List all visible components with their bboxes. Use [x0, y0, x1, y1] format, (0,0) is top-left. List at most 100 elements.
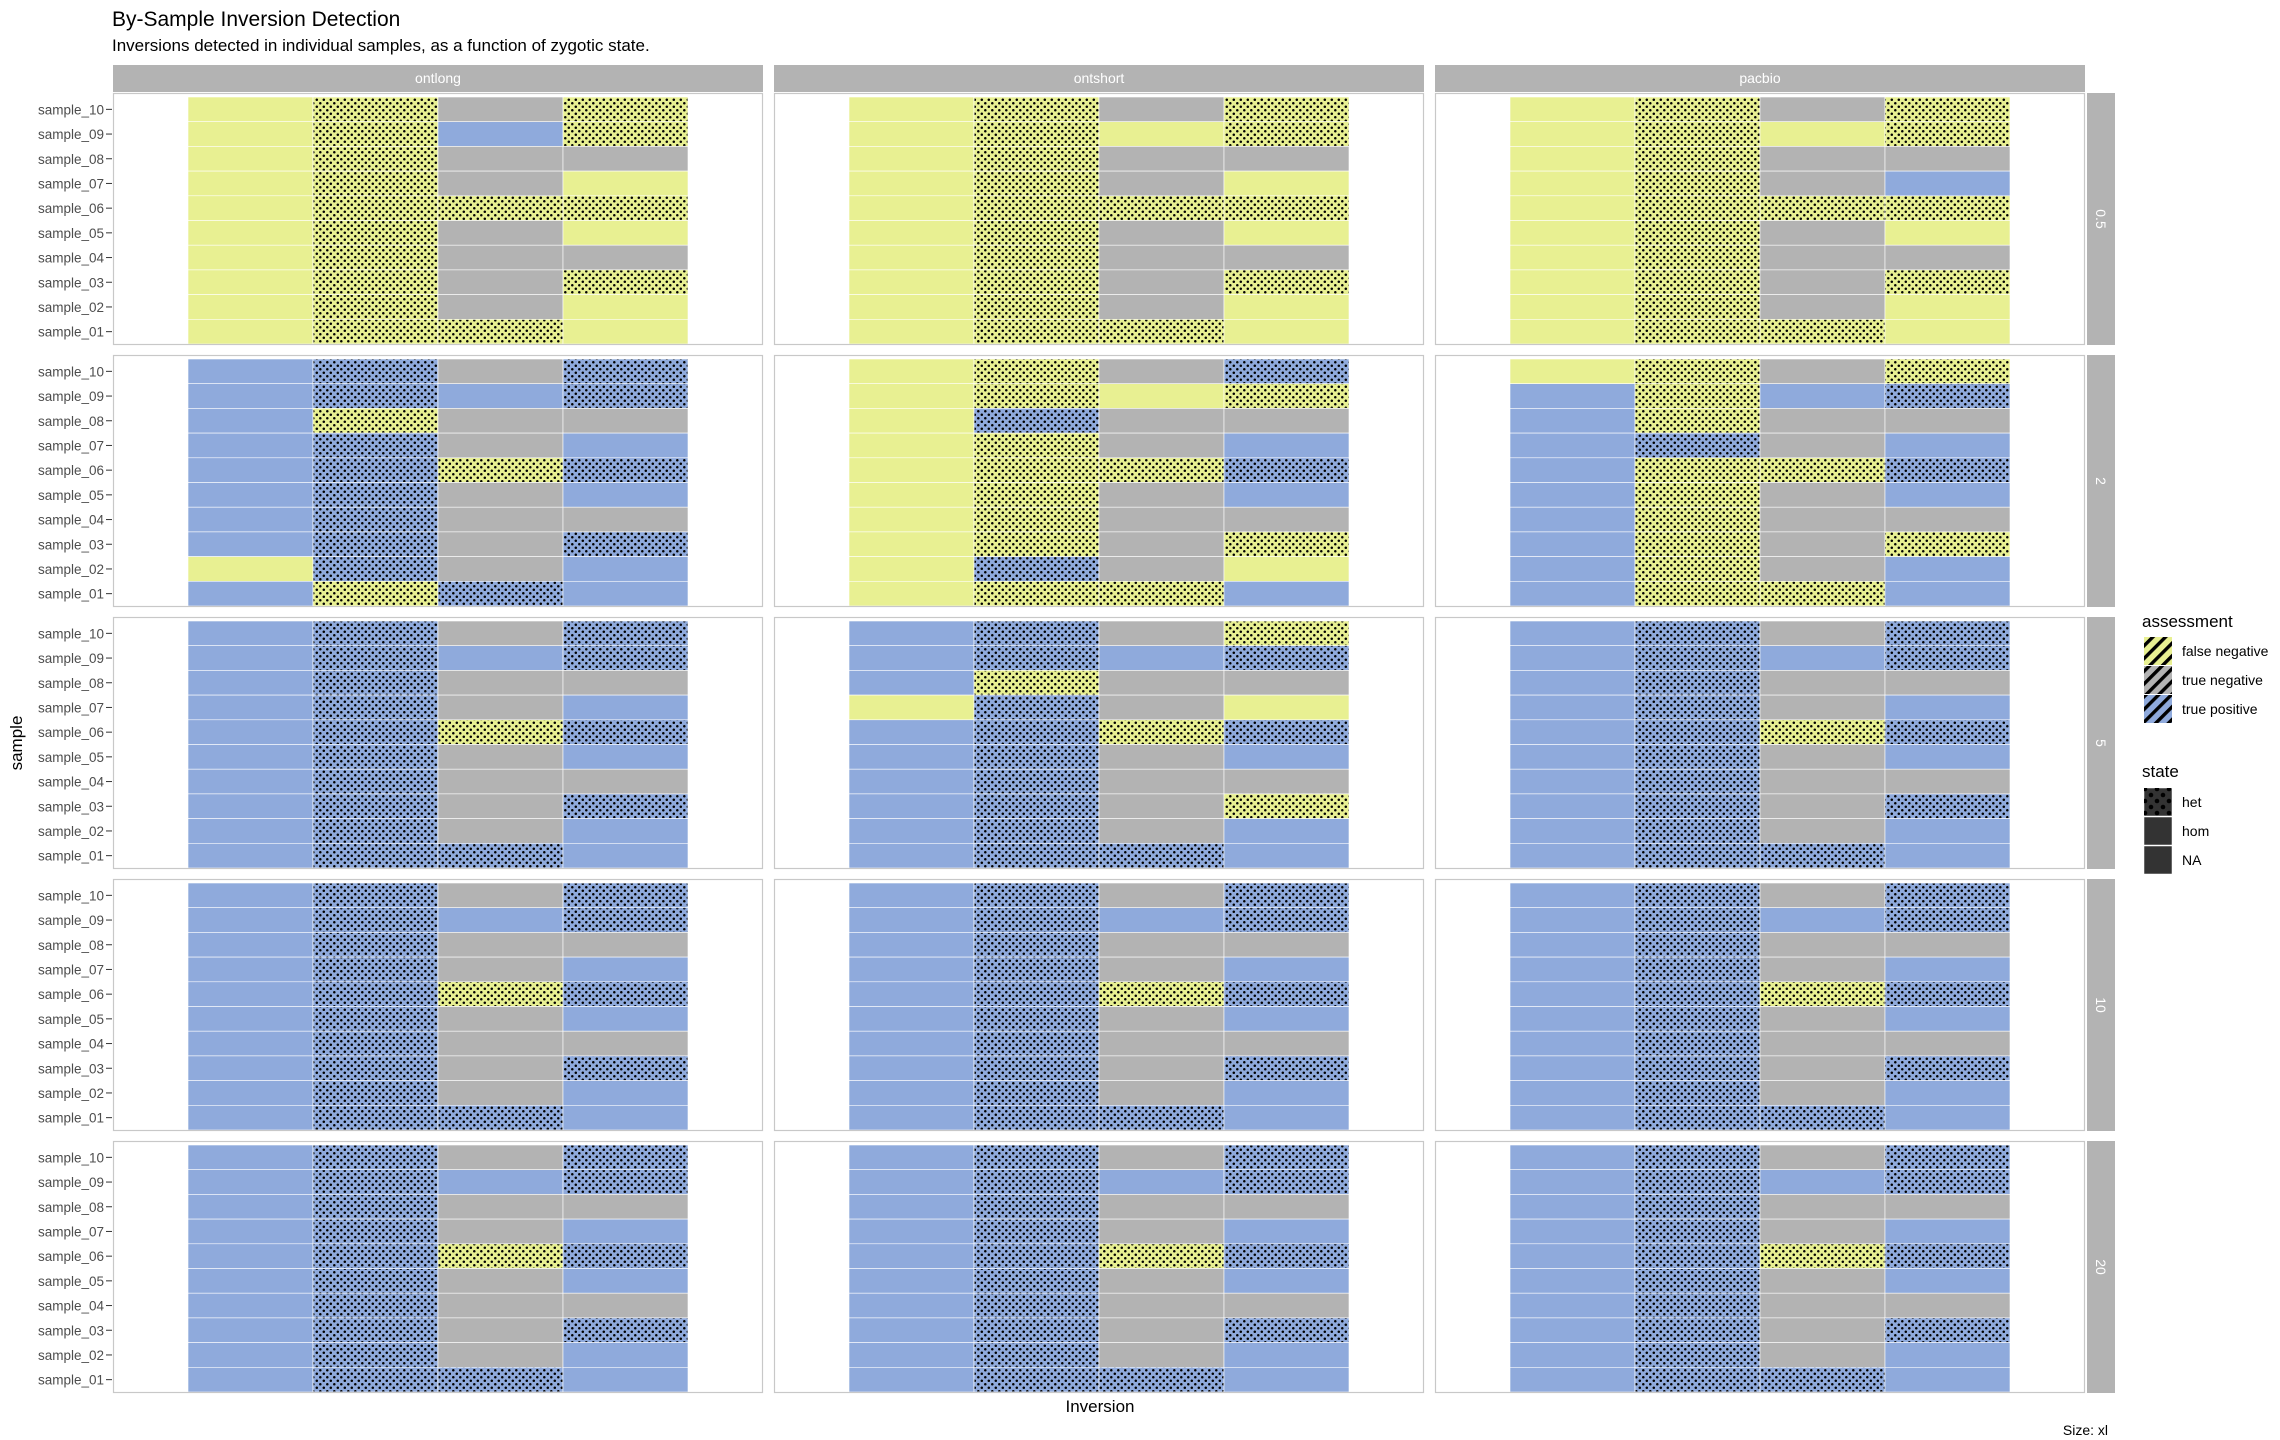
heatmap-cell [1098, 768, 1225, 795]
heatmap-cell-het-pattern [1224, 270, 1349, 295]
y-tick-label: sample_03 [38, 275, 104, 290]
heatmap-cell-het-pattern [313, 1269, 438, 1293]
heatmap-cell [1759, 1268, 1886, 1294]
heatmap-cell-het-pattern [1635, 794, 1760, 819]
facet-label-row-20: 20 [2093, 1259, 2109, 1275]
facet-strip-row-5 [2087, 617, 2115, 869]
heatmap-cell [1098, 1169, 1225, 1195]
heatmap-cell-het-pattern [1635, 1194, 1760, 1219]
heatmap-cell [1509, 96, 1636, 123]
heatmap-cell-het-pattern [974, 695, 1099, 720]
heatmap-cell [1884, 1030, 2011, 1057]
heatmap-cell-het-pattern [1635, 769, 1760, 794]
y-tick-label: sample_05 [38, 1274, 104, 1289]
heatmap-cell [848, 318, 975, 345]
heatmap-cell [437, 1292, 564, 1319]
heatmap-cell [187, 383, 314, 409]
heatmap-cell-het-pattern [1099, 319, 1224, 344]
heatmap-cell [848, 1268, 975, 1294]
heatmap-cell [1223, 744, 1350, 770]
heatmap-cell [848, 882, 975, 909]
heatmap-cell [437, 956, 564, 983]
heatmap-cell [1098, 96, 1225, 123]
heatmap-cell-het-pattern [1635, 646, 1760, 670]
heatmap-cell [437, 170, 564, 197]
heatmap-cell [1884, 1006, 2011, 1032]
heatmap-cell-het-pattern [974, 146, 1099, 171]
y-tick-label: sample_08 [38, 676, 104, 691]
heatmap-cell-het-pattern [1635, 1343, 1760, 1367]
heatmap-cell [1884, 768, 2011, 795]
heatmap-cell-het-pattern [438, 1244, 563, 1268]
heatmap-cell [1884, 694, 2011, 721]
y-tick-label: sample_06 [38, 463, 104, 478]
panel-border [773, 878, 1425, 1132]
facet-strip-row-10 [2087, 879, 2115, 1131]
y-tick-label: sample_07 [38, 962, 104, 977]
heatmap-cell [1759, 358, 1886, 385]
heatmap-cell [1098, 170, 1225, 197]
heatmap-cell [187, 170, 314, 197]
heatmap-cell [562, 294, 689, 320]
y-tick-label: sample_02 [38, 300, 104, 315]
heatmap-cell [562, 694, 689, 721]
heatmap-cell-het-pattern [1224, 1145, 1349, 1170]
y-tick-label: sample_02 [38, 824, 104, 839]
y-tick-label: sample_07 [38, 176, 104, 191]
heatmap-cell-het-pattern [1885, 720, 2010, 744]
heatmap-cell [187, 882, 314, 909]
heatmap-cell-het-pattern [1635, 1170, 1760, 1194]
heatmap-cell [1759, 294, 1886, 320]
heatmap-cell [437, 907, 564, 933]
panel-border [1434, 92, 2086, 346]
heatmap-cell [187, 146, 314, 172]
heatmap-cell [437, 645, 564, 671]
heatmap-cell [1759, 531, 1886, 557]
y-tick-label: sample_04 [38, 251, 105, 266]
heatmap-cell-het-pattern [563, 1170, 688, 1194]
heatmap-cell-het-pattern [1099, 1244, 1224, 1268]
panel-ontlong-10 [112, 878, 764, 1132]
heatmap-cell-het-pattern [974, 1081, 1099, 1105]
heatmap-cell [848, 408, 975, 434]
heatmap-cell-het-pattern [1224, 97, 1349, 122]
heatmap-cell [1884, 1367, 2011, 1393]
heatmap-cell [1098, 408, 1225, 434]
heatmap-cell [1884, 408, 2011, 434]
heatmap-cell [848, 294, 975, 320]
heatmap-cell [848, 620, 975, 647]
y-tick-label: sample_10 [38, 626, 104, 641]
heatmap-cell [1884, 1342, 2011, 1368]
heatmap-cell [187, 1080, 314, 1106]
heatmap-cell [562, 1030, 689, 1057]
heatmap-cell [1509, 358, 1636, 385]
panel-border [112, 616, 764, 870]
heatmap-cell [1509, 506, 1636, 533]
heatmap-cell-het-pattern [563, 270, 688, 295]
heatmap-cell [187, 432, 314, 459]
heatmap-cell [1509, 269, 1636, 295]
heatmap-cell [848, 482, 975, 508]
heatmap-cell [187, 531, 314, 557]
heatmap-cell [1098, 1268, 1225, 1294]
heatmap-cell [1223, 1030, 1350, 1057]
heatmap-cell-het-pattern [1635, 1056, 1760, 1081]
facet-strip-row-2 [2087, 355, 2115, 607]
heatmap-cell [1509, 932, 1636, 958]
heatmap-cell [187, 358, 314, 385]
heatmap-cell [848, 383, 975, 409]
heatmap-cell-het-pattern [1635, 908, 1760, 932]
heatmap-cell-het-pattern [313, 532, 438, 557]
heatmap-cell-het-pattern [1885, 1244, 2010, 1268]
heatmap-cell-het-pattern [1635, 621, 1760, 646]
y-tick-label: sample_09 [38, 1175, 104, 1190]
y-tick-label: sample_09 [38, 389, 104, 404]
heatmap-cell-het-pattern [1885, 1170, 2010, 1194]
heatmap-cell-het-pattern [974, 507, 1099, 532]
heatmap-cell [187, 269, 314, 295]
heatmap-cell [1884, 1080, 2011, 1106]
heatmap-cell [437, 1169, 564, 1195]
heatmap-cell-het-pattern [1885, 794, 2010, 819]
heatmap-cell [1509, 981, 1636, 1007]
